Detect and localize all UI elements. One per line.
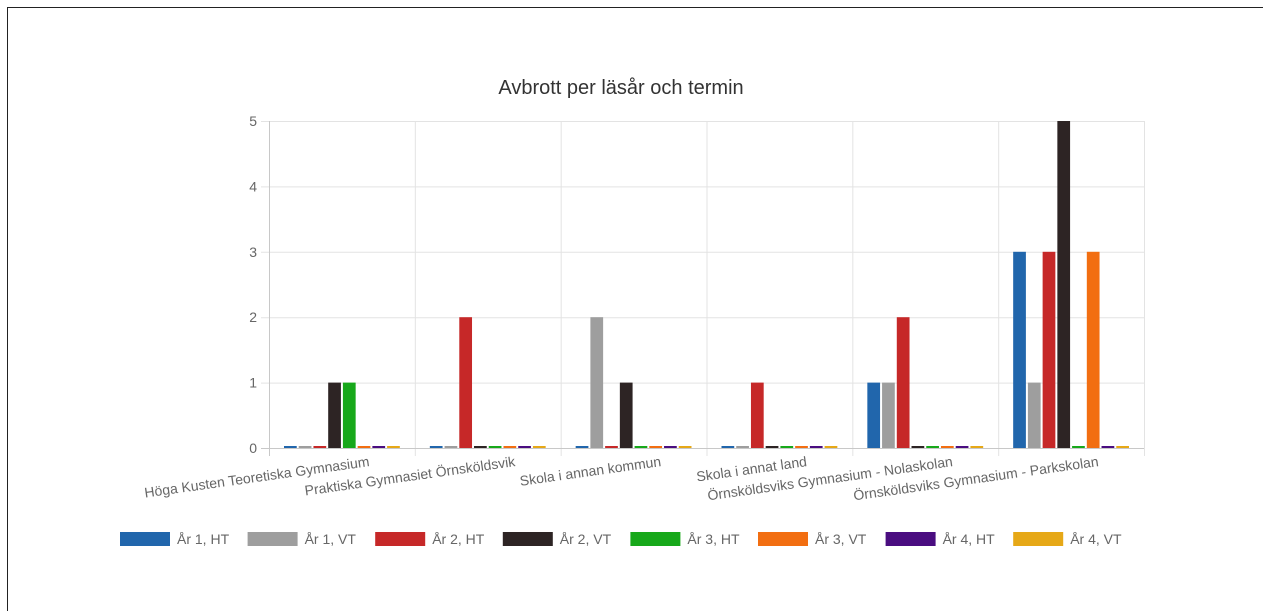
bar[interactable] xyxy=(298,446,312,448)
bar[interactable] xyxy=(911,446,925,448)
bar[interactable] xyxy=(649,446,663,448)
bar[interactable] xyxy=(664,446,677,448)
bar[interactable] xyxy=(619,382,633,448)
bar[interactable] xyxy=(1116,446,1129,448)
legend-label: År 1, VT xyxy=(305,531,357,547)
legend-label: År 2, HT xyxy=(432,531,485,547)
legend-item[interactable]: År 2, VT xyxy=(502,531,612,547)
legend-item[interactable]: År 4, HT xyxy=(885,531,996,547)
bar[interactable] xyxy=(926,446,939,448)
frame-corner-mark xyxy=(1238,7,1263,8)
bar[interactable] xyxy=(678,446,692,448)
bar[interactable] xyxy=(824,446,838,448)
bar[interactable] xyxy=(590,317,604,448)
bar[interactable] xyxy=(970,446,984,448)
legend-swatch xyxy=(502,532,553,546)
bar[interactable] xyxy=(459,317,473,448)
y-tick-label: 3 xyxy=(249,244,257,260)
legend-item[interactable]: År 2, HT xyxy=(375,531,485,547)
x-axis-ticks: Höga Kusten Teoretiska GymnasiumPraktisk… xyxy=(143,452,1099,503)
bar[interactable] xyxy=(284,446,297,448)
bar[interactable] xyxy=(765,446,779,448)
y-tick-label: 0 xyxy=(249,440,257,456)
bar[interactable] xyxy=(518,446,531,448)
bar[interactable] xyxy=(474,446,487,448)
bar[interactable] xyxy=(882,382,895,448)
x-tick-label: Skola i annan kommun xyxy=(519,453,662,489)
bar[interactable] xyxy=(809,446,823,448)
legend-item[interactable]: År 1, HT xyxy=(120,531,230,547)
bar[interactable] xyxy=(575,446,589,448)
bar[interactable] xyxy=(488,446,502,448)
bar[interactable] xyxy=(940,446,954,448)
bar[interactable] xyxy=(328,382,341,448)
legend-swatch xyxy=(120,532,170,546)
bar[interactable] xyxy=(1057,121,1071,448)
bar[interactable] xyxy=(532,446,546,448)
bar[interactable] xyxy=(444,446,458,448)
legend-label: År 3, VT xyxy=(815,531,867,547)
bar[interactable] xyxy=(795,446,808,448)
legend-label: År 1, HT xyxy=(177,531,230,547)
bar[interactable] xyxy=(750,382,764,448)
bar[interactable] xyxy=(1072,446,1085,448)
chart-frame xyxy=(7,7,1262,611)
bar[interactable] xyxy=(721,446,735,448)
bar[interactable] xyxy=(867,382,881,448)
legend-swatch xyxy=(630,532,681,546)
y-tick-label: 4 xyxy=(249,178,257,194)
legend-item[interactable]: År 3, VT xyxy=(758,531,867,547)
bar[interactable] xyxy=(955,446,969,448)
bar[interactable] xyxy=(387,446,400,448)
y-axis-ticks: 0 1 2 3 4 5 xyxy=(249,113,257,456)
y-tick-label: 5 xyxy=(249,113,257,129)
bar[interactable] xyxy=(372,446,386,448)
y-tick-label: 2 xyxy=(249,309,257,325)
chart-title: Avbrott per läsår och termin xyxy=(498,77,743,99)
legend-swatch xyxy=(375,532,426,546)
bar[interactable] xyxy=(605,446,618,448)
legend-swatch xyxy=(247,532,298,546)
bar[interactable] xyxy=(1086,251,1100,448)
bar[interactable] xyxy=(1013,251,1026,448)
legend-swatch xyxy=(758,532,808,546)
bar[interactable] xyxy=(1027,382,1041,448)
legend-swatch xyxy=(1013,532,1064,546)
legend-label: År 4, HT xyxy=(943,531,996,547)
legend-label: År 4, VT xyxy=(1070,531,1122,547)
bar[interactable] xyxy=(342,382,356,448)
bars xyxy=(284,121,1129,448)
bar[interactable] xyxy=(896,317,910,448)
bar[interactable] xyxy=(634,446,648,448)
legend-item[interactable]: År 3, HT xyxy=(630,531,740,547)
bar[interactable] xyxy=(780,446,794,448)
grid-lines xyxy=(261,121,1145,456)
legend-item[interactable]: År 4, VT xyxy=(1013,531,1122,547)
legend-item[interactable]: År 1, VT xyxy=(247,531,357,547)
bar[interactable] xyxy=(736,446,749,448)
bar[interactable] xyxy=(503,446,517,448)
legend[interactable]: År 1, HT År 1, VT År 2, HT År 2, VT År 3, HT… xyxy=(120,531,1122,547)
bar[interactable] xyxy=(429,446,443,448)
bar[interactable] xyxy=(1042,251,1056,448)
bar[interactable] xyxy=(1101,446,1115,448)
legend-label: År 3, HT xyxy=(687,531,740,547)
legend-label: År 2, VT xyxy=(560,531,612,547)
bar[interactable] xyxy=(313,446,327,448)
bar[interactable] xyxy=(357,446,371,448)
legend-swatch xyxy=(885,532,936,546)
y-tick-label: 1 xyxy=(249,375,257,391)
